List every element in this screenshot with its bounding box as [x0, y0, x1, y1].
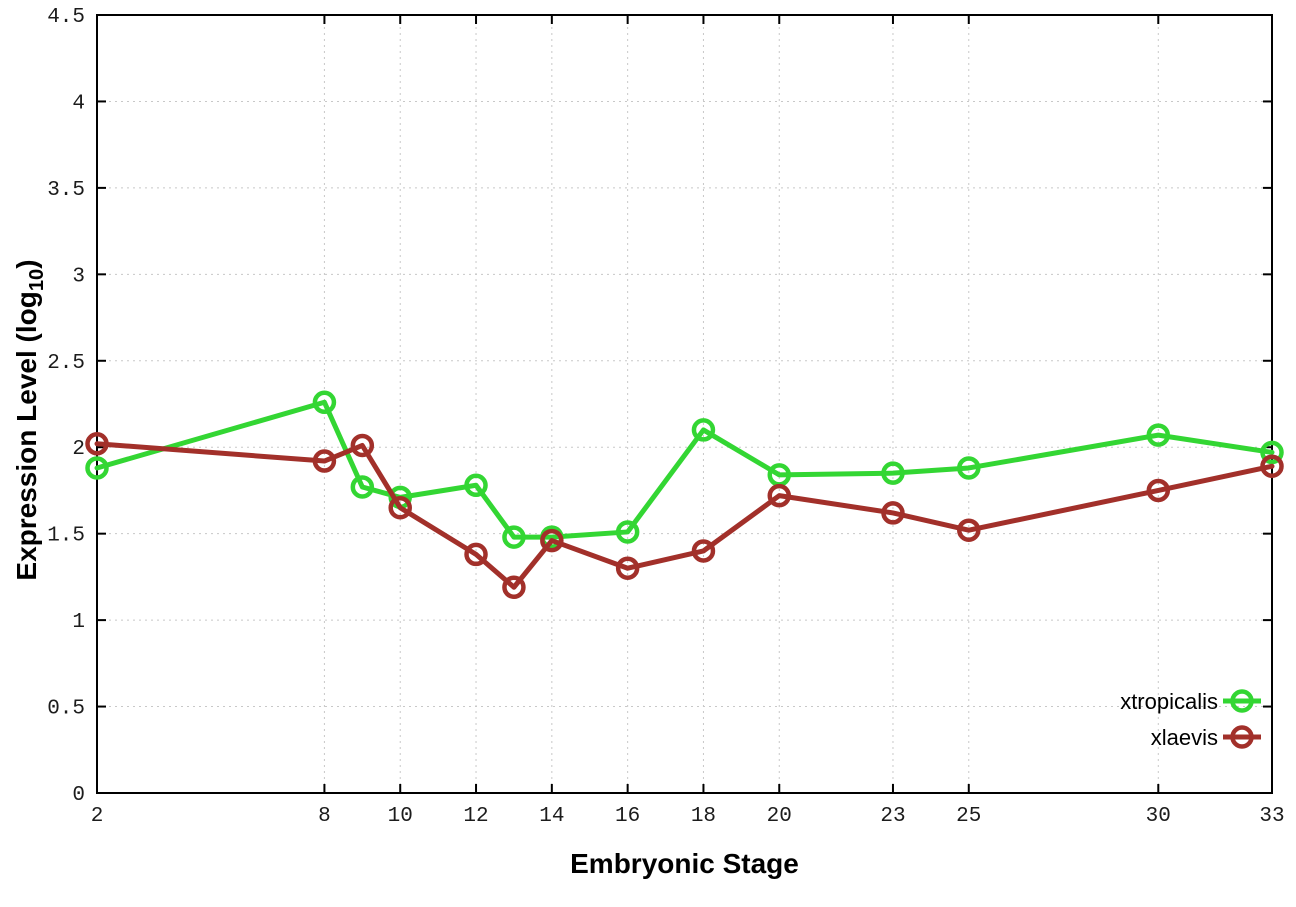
x-tick-label: 8 [318, 805, 331, 828]
y-axis-title-subscript: 10 [25, 268, 48, 292]
data-point-xlaevis [502, 575, 526, 600]
data-point-xtropicalis [1146, 423, 1171, 447]
plot-border [96, 14, 1273, 794]
x-tick-label: 23 [880, 805, 905, 828]
x-tick-label: 16 [615, 805, 640, 828]
y-tick-label: 3 [72, 265, 85, 288]
data-point-xtropicalis [502, 525, 526, 549]
data-point-xlaevis [312, 449, 337, 473]
legend-marker-xtropicalis [1230, 689, 1254, 713]
data-point-xtropicalis [881, 461, 905, 485]
y-tick-label: 0 [72, 784, 85, 807]
data-point-xlaevis [1146, 478, 1171, 503]
y-axis-title-suffix: ) [11, 259, 43, 269]
x-axis-title: Embryonic Stage [570, 848, 799, 879]
data-point-xlaevis [540, 528, 564, 553]
x-tick-label: 12 [463, 805, 488, 828]
data-point-xlaevis [767, 483, 792, 508]
x-tick-label: 30 [1146, 805, 1171, 828]
y-tick-label: 1 [72, 611, 85, 634]
x-tick-label: 2 [91, 805, 104, 828]
data-point-xtropicalis [85, 456, 109, 480]
x-tick-label: 10 [388, 805, 413, 828]
y-tick-label: 4.5 [47, 6, 85, 29]
data-point-xtropicalis [691, 418, 716, 442]
data-point-xlaevis [615, 556, 640, 580]
y-tick-label: 0.5 [47, 698, 85, 721]
y-tick-label: 1.5 [47, 525, 85, 548]
series-line-xtropicalis [94, 399, 1275, 540]
data-point-xlaevis [464, 542, 488, 567]
legend-label-xlaevis: xlaevis [1151, 725, 1218, 750]
data-point-xlaevis [957, 518, 981, 542]
series-line-xlaevis [94, 441, 1275, 590]
y-axis-title: Expression Level (log10) [11, 259, 49, 580]
x-tick-label: 20 [767, 805, 792, 828]
y-tick-label: 2 [72, 438, 85, 461]
x-tick-label: 18 [691, 805, 716, 828]
data-point-xtropicalis [957, 456, 981, 480]
data-point-xlaevis [1260, 454, 1284, 478]
x-tick-label: 14 [539, 805, 564, 828]
data-point-xtropicalis [464, 473, 488, 498]
data-point-xlaevis [85, 432, 109, 456]
data-point-xtropicalis [312, 390, 337, 415]
y-tick-label: 3.5 [47, 179, 85, 202]
x-tick-label: 33 [1259, 805, 1284, 828]
data-point-xlaevis [881, 501, 905, 525]
legend-marker-xlaevis [1230, 725, 1254, 749]
y-tick-label: 4 [72, 92, 85, 115]
legend-label-xtropicalis: xtropicalis [1120, 689, 1218, 714]
x-tick-label: 25 [956, 805, 981, 828]
data-point-xtropicalis [1260, 440, 1284, 465]
data-point-xtropicalis [615, 520, 640, 544]
data-point-xtropicalis [350, 475, 375, 499]
data-point-xlaevis [388, 495, 412, 520]
data-point-xlaevis [350, 433, 375, 458]
y-tick-label: 2.5 [47, 352, 85, 375]
data-point-xlaevis [691, 539, 716, 563]
y-axis-title-text: Expression Level (log [11, 291, 43, 581]
